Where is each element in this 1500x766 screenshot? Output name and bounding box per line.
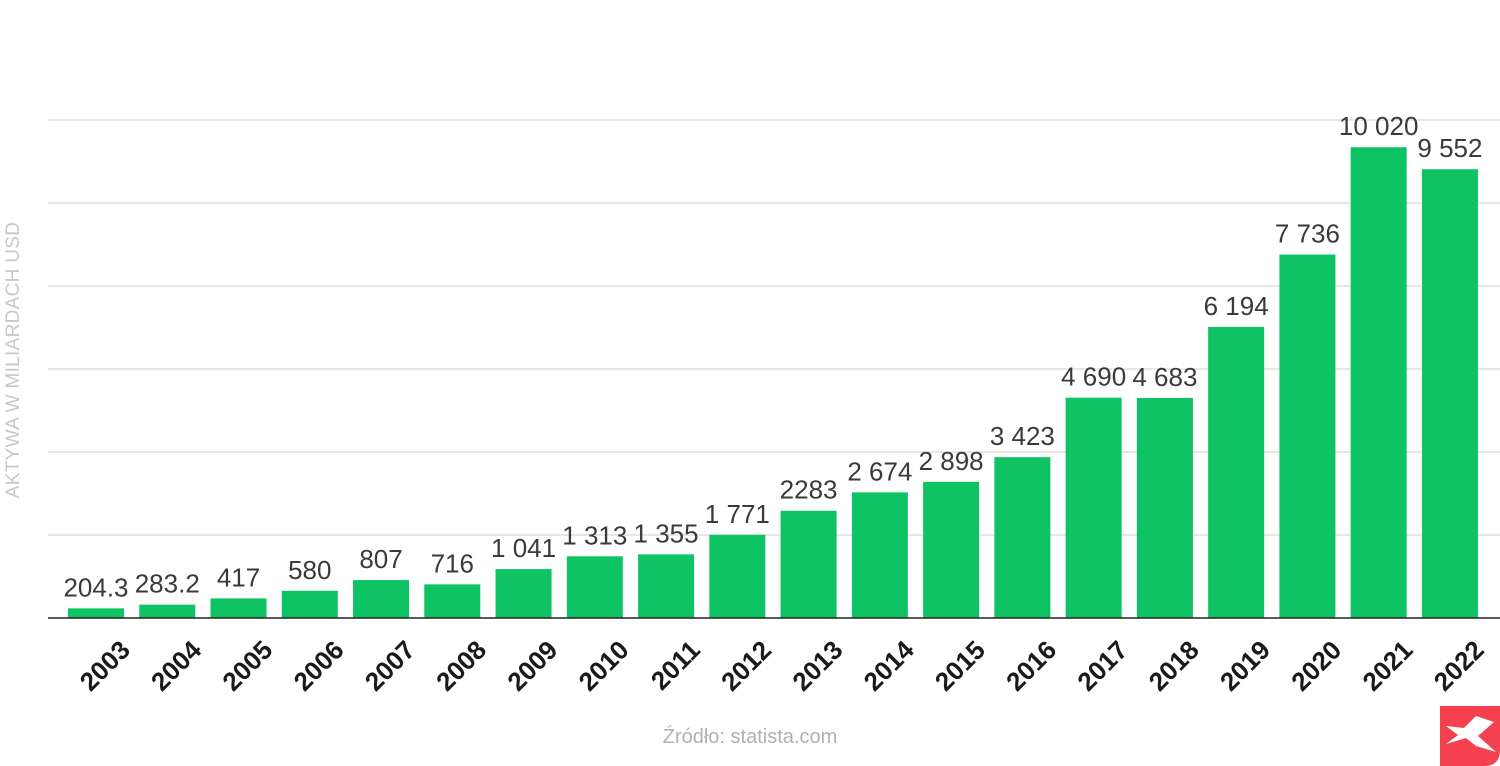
x-tick-label-2006: 2006	[287, 635, 349, 697]
x-tick-label-2014: 2014	[858, 634, 920, 696]
data-label-2008: 716	[431, 548, 474, 578]
data-label-2012: 1 771	[705, 499, 770, 529]
data-label-2009: 1 041	[491, 533, 556, 563]
x-tick-label-2017: 2017	[1071, 635, 1133, 697]
bar-2008	[424, 584, 481, 618]
bar-2012	[709, 534, 766, 618]
data-label-2018: 4 683	[1132, 362, 1197, 392]
bar-2003	[68, 608, 124, 618]
bar-2009	[495, 569, 552, 618]
bar-2017	[1065, 397, 1122, 618]
data-label-2017: 4 690	[1061, 362, 1126, 392]
data-label-2022: 9 552	[1417, 133, 1482, 163]
x-tick-label-2019: 2019	[1214, 635, 1276, 697]
x-tick-label-2009: 2009	[501, 635, 563, 697]
data-label-2020: 7 736	[1275, 219, 1340, 249]
bar-2013	[780, 510, 837, 618]
x-tick-label-2008: 2008	[430, 635, 492, 697]
bar-2019	[1208, 326, 1265, 618]
data-label-2021: 10 020	[1339, 111, 1419, 141]
xtb-logo	[1440, 706, 1500, 766]
x-tick-label-2016: 2016	[1000, 635, 1062, 697]
bar-2011	[638, 554, 695, 618]
data-label-2013: 2283	[780, 475, 838, 505]
x-tick-label-2003: 2003	[74, 635, 136, 697]
bar-2022	[1421, 169, 1478, 619]
data-label-2019: 6 194	[1204, 291, 1269, 321]
x-tick-label-2015: 2015	[929, 635, 991, 697]
x-tick-label-2007: 2007	[359, 635, 421, 697]
source-note: Źródło: statista.com	[662, 726, 838, 748]
y-axis-label: AKTYWA W MILIARDACH USD	[3, 221, 24, 499]
bar-2004	[139, 604, 196, 618]
bar-2007	[353, 580, 410, 618]
x-tick-label-2005: 2005	[216, 635, 278, 697]
bar-2005	[210, 598, 267, 618]
data-label-2014: 2 674	[847, 456, 912, 486]
bar-2014	[851, 492, 908, 618]
data-label-2007: 807	[359, 544, 402, 574]
x-tick-label-2010: 2010	[573, 635, 635, 697]
bar-2021	[1350, 147, 1407, 618]
x-tick-label-2022: 2022	[1428, 635, 1490, 697]
x-tick-label-2013: 2013	[786, 635, 848, 697]
bar-2010	[566, 556, 623, 618]
x-tick-label-2004: 2004	[145, 634, 207, 696]
x-tick-label-2018: 2018	[1143, 635, 1205, 697]
data-label-2016: 3 423	[990, 421, 1055, 451]
x-tick-label-2020: 2020	[1285, 635, 1347, 697]
data-label-2003: 204.3	[63, 572, 128, 602]
bar-2018	[1136, 397, 1193, 618]
data-label-2005: 417	[217, 562, 260, 592]
data-label-2006: 580	[288, 555, 331, 585]
data-label-2011: 1 355	[634, 518, 699, 548]
bar-2015	[923, 481, 980, 618]
data-label-2010: 1 313	[562, 520, 627, 550]
x-tick-label-2021: 2021	[1356, 635, 1418, 697]
data-label-2004: 283.2	[135, 569, 200, 599]
x-tick-label-2012: 2012	[715, 635, 777, 697]
x-tick-label-2011: 2011	[645, 635, 706, 696]
data-label-2015: 2 898	[919, 446, 984, 476]
bar-2020	[1279, 254, 1336, 618]
bar-2006	[281, 590, 338, 618]
bar-2016	[994, 457, 1051, 618]
